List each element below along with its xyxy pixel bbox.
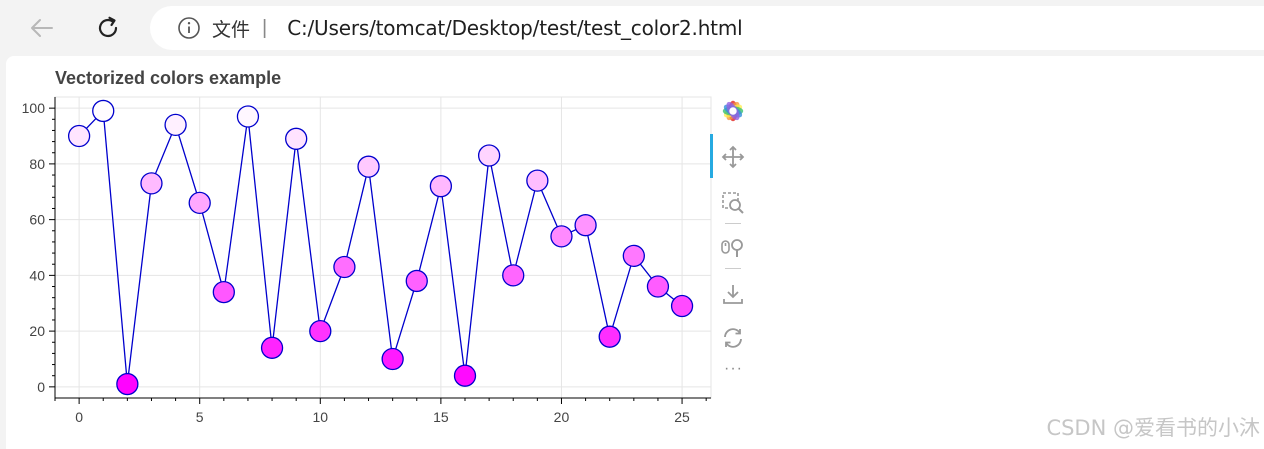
data-point bbox=[646, 275, 670, 298]
data-point bbox=[574, 214, 597, 237]
x-tick-label: 15 bbox=[433, 409, 449, 425]
data-point bbox=[285, 127, 308, 150]
toolbar-divider bbox=[725, 223, 741, 224]
plot-frame bbox=[54, 96, 712, 399]
data-point bbox=[550, 225, 573, 248]
active-tool-indicator bbox=[710, 134, 713, 178]
data-point bbox=[67, 124, 91, 148]
data-point bbox=[164, 113, 187, 137]
y-tick-label: 60 bbox=[29, 212, 45, 228]
data-point bbox=[381, 347, 404, 371]
back-button[interactable] bbox=[22, 8, 62, 48]
wheel-zoom-icon[interactable] bbox=[720, 234, 746, 260]
data-point bbox=[453, 364, 477, 387]
page-content: Vectorized colors example 0 20 40 60 80 100 0 5… bbox=[6, 56, 1264, 449]
address-bar[interactable]: 文件 | C:/Users/tomcat/Desktop/test/test_c… bbox=[150, 6, 1264, 50]
watermark: CSDN @爱看书的小沐 bbox=[1046, 416, 1260, 440]
plot-toolbar: ··· bbox=[710, 92, 750, 392]
data-point bbox=[429, 175, 453, 198]
reload-icon bbox=[98, 16, 118, 38]
save-icon[interactable] bbox=[720, 281, 746, 307]
data-point bbox=[309, 319, 332, 343]
toolbar-divider bbox=[725, 268, 741, 269]
x-tick-label: 25 bbox=[674, 409, 690, 425]
more-icon[interactable]: ··· bbox=[724, 360, 743, 377]
data-point bbox=[333, 255, 356, 279]
data-point bbox=[405, 269, 428, 293]
x-tick-label: 20 bbox=[554, 409, 570, 425]
data-point bbox=[188, 191, 211, 215]
y-tick-label: 40 bbox=[29, 267, 45, 283]
box-zoom-icon[interactable] bbox=[720, 190, 746, 216]
bokeh-logo-icon[interactable] bbox=[720, 98, 746, 124]
chart-title: Vectorized colors example bbox=[55, 68, 282, 88]
y-tick-label: 80 bbox=[29, 156, 45, 172]
data-point bbox=[502, 264, 525, 287]
reload-button[interactable] bbox=[88, 8, 128, 48]
x-tick-label: 10 bbox=[313, 409, 329, 425]
reset-icon[interactable] bbox=[720, 325, 746, 351]
scatter-plot[interactable]: 0 20 40 60 80 100 0 5 10 15 20 25 bbox=[6, 56, 716, 449]
data-point bbox=[116, 372, 139, 396]
y-tick-label: 20 bbox=[29, 323, 45, 339]
data-point bbox=[477, 144, 501, 167]
address-separator: | bbox=[262, 16, 268, 39]
data-point bbox=[140, 172, 163, 195]
browser-toolbar: 文件 | C:/Users/tomcat/Desktop/test/test_c… bbox=[0, 0, 1264, 56]
arrow-left-icon bbox=[31, 19, 53, 37]
x-tick-label: 5 bbox=[196, 409, 204, 425]
data-point bbox=[598, 325, 621, 348]
y-tick-label: 100 bbox=[22, 100, 46, 116]
info-icon[interactable] bbox=[176, 15, 202, 41]
data-point bbox=[260, 336, 284, 359]
data-point bbox=[357, 155, 380, 178]
data-point bbox=[92, 99, 115, 123]
url-text[interactable]: C:/Users/tomcat/Desktop/test/test_color2… bbox=[287, 16, 743, 40]
file-scheme-label: 文件 bbox=[212, 18, 251, 41]
x-tick-label: 0 bbox=[75, 409, 83, 425]
data-point bbox=[526, 169, 549, 192]
data-point bbox=[622, 244, 645, 268]
y-tick-label: 0 bbox=[37, 379, 45, 395]
data-point bbox=[670, 294, 694, 318]
data-point bbox=[212, 280, 235, 304]
pan-icon[interactable] bbox=[720, 144, 746, 170]
data-point bbox=[236, 105, 260, 128]
